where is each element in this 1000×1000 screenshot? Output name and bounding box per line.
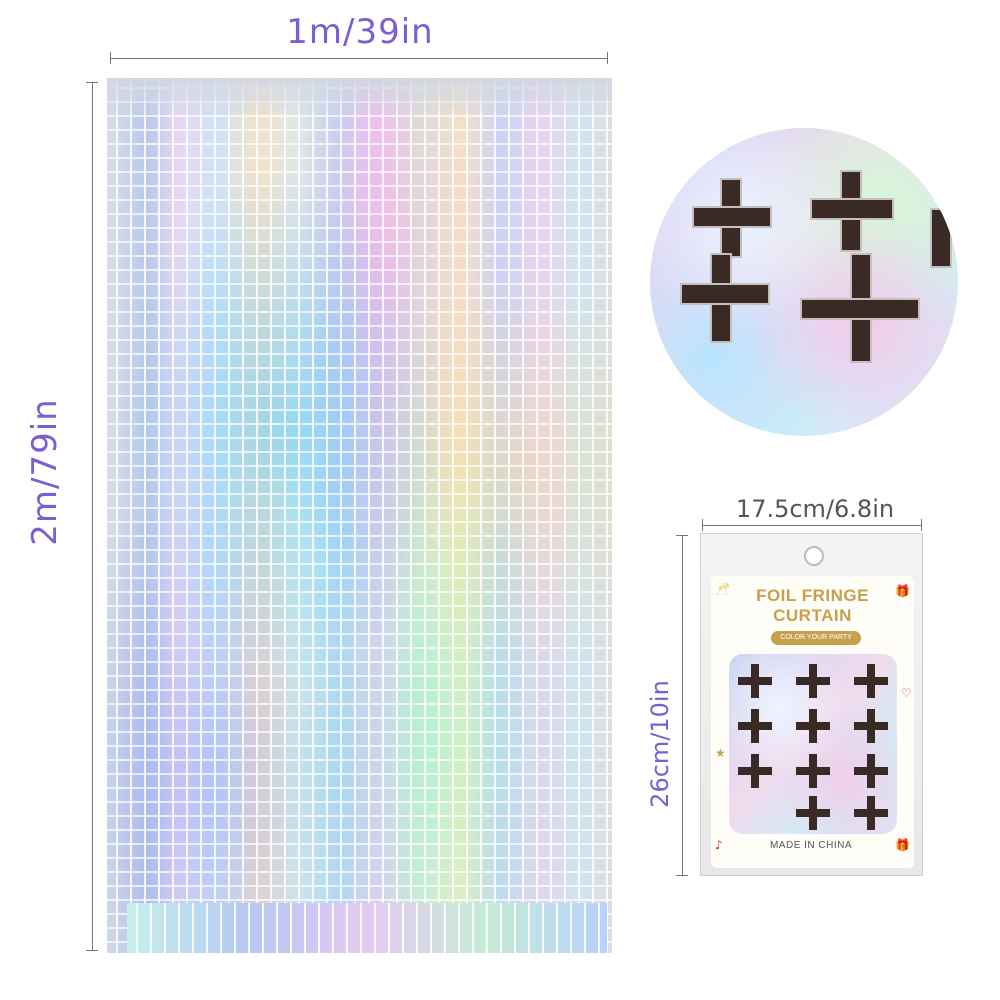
package-width-label: 17.5cm/6.8in — [735, 495, 895, 523]
cross-shape — [738, 677, 772, 685]
curtain-height-line — [92, 82, 93, 950]
package-title-line1: FOIL FRINGE — [756, 586, 869, 605]
cross-shape — [796, 677, 830, 685]
package-hang-hole — [804, 546, 824, 566]
package-width-line — [702, 525, 922, 526]
cross-shape — [854, 767, 888, 775]
package-height-tick-top — [676, 535, 688, 536]
cross-shape — [854, 677, 888, 685]
cross-shape — [680, 283, 770, 305]
product-package: FOIL FRINGE CURTAIN COLOR YOUR PARTY — [700, 533, 923, 876]
music-note-icon: ♪ — [715, 838, 723, 852]
cross-shape — [796, 809, 830, 817]
cross-shape — [854, 722, 888, 730]
curtain-width-tick-right — [607, 52, 608, 64]
package-width-tick-right — [921, 519, 922, 531]
package-window — [729, 654, 897, 834]
package-title-line2: CURTAIN — [773, 606, 852, 625]
package-height-tick-bottom — [676, 875, 688, 876]
curtain-width-tick-left — [110, 52, 111, 64]
cheers-glasses-icon: 🥂 — [715, 582, 730, 596]
cross-shape — [810, 198, 894, 220]
cross-shape — [800, 298, 920, 320]
closeup-detail-circle — [650, 128, 958, 436]
cross-shape — [738, 767, 772, 775]
curtain-header-band — [107, 78, 612, 114]
cross-shape — [796, 722, 830, 730]
curtain-height-tick-bottom — [86, 950, 98, 951]
curtain-width-label: 1m/39in — [286, 12, 434, 52]
curtain-bottom-fringe — [127, 903, 607, 953]
curtain-height-tick-top — [86, 82, 98, 83]
curtain-width-line — [110, 58, 608, 59]
package-origin-text: MADE IN CHINA — [769, 840, 853, 851]
package-subtitle: COLOR YOUR PARTY — [771, 631, 861, 645]
curtain-height-label: 2m/79in — [25, 398, 65, 546]
cross-shape — [692, 206, 772, 228]
cross-shape — [854, 809, 888, 817]
package-height-line — [682, 535, 683, 875]
gift-icon: 🎁 — [895, 838, 910, 852]
package-width-tick-left — [702, 519, 703, 531]
curtain-cross-pattern — [107, 78, 612, 953]
foil-curtain-image — [107, 78, 612, 953]
gift-icon: 🎁 — [895, 584, 910, 598]
package-height-label: 26cm/10in — [646, 680, 674, 808]
cross-shape — [738, 722, 772, 730]
cross-shape — [930, 208, 952, 268]
star-icon: ★ — [715, 746, 726, 760]
package-card: FOIL FRINGE CURTAIN COLOR YOUR PARTY — [711, 576, 914, 868]
cross-shape — [796, 767, 830, 775]
heart-icon: ♡ — [901, 686, 912, 700]
